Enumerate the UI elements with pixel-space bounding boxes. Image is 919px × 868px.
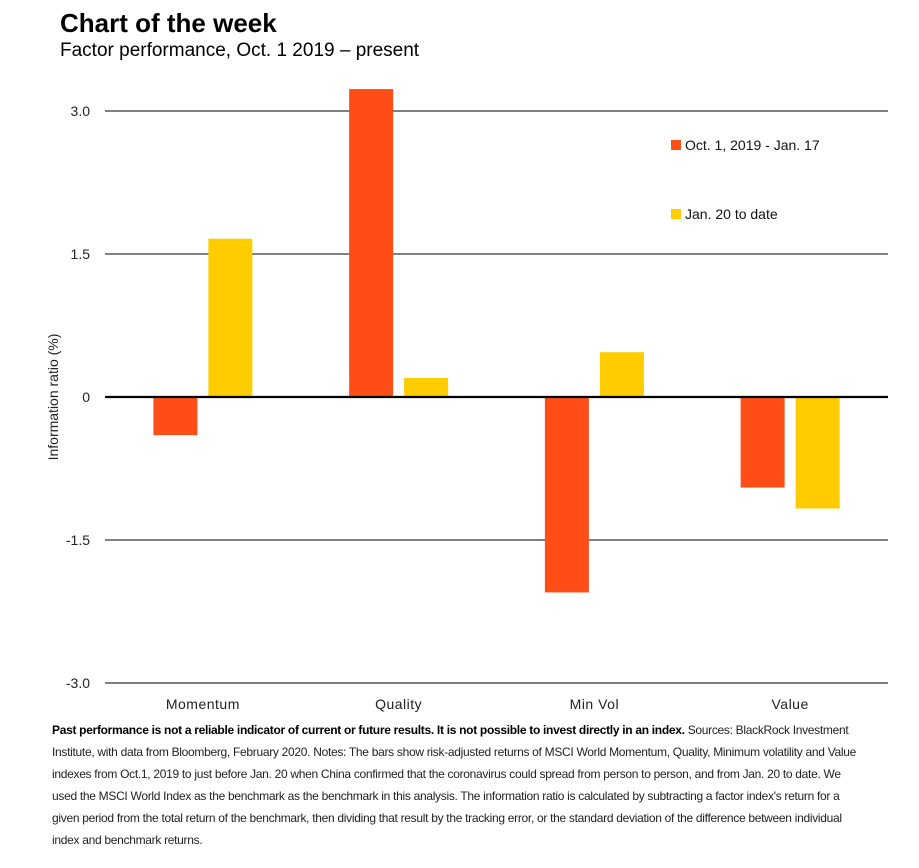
footnote-body: Sources: BlackRock Investment Institute,…: [52, 723, 856, 847]
legend-label: Jan. 20 to date: [685, 206, 778, 222]
bar-chart: 3.0 1.5 0 -1.5 -3.0 Information ratio (%) Mome…: [45, 89, 888, 712]
x-tick-label: Value: [771, 696, 808, 712]
x-tick-label: Min Vol: [570, 696, 619, 712]
axes: 3.0 1.5 0 -1.5 -3.0 Information ratio (%) Mome…: [45, 103, 888, 712]
bar: [153, 397, 198, 436]
legend: Oct. 1, 2019 - Jan. 17 Jan. 20 to date: [671, 137, 820, 222]
bar: [599, 352, 644, 397]
bar: [208, 238, 253, 397]
footnote: Past performance is not a reliable indic…: [52, 719, 868, 851]
chart-title: Chart of the week: [60, 8, 277, 38]
y-axis-label: Information ratio (%): [45, 334, 61, 461]
y-tick-label: -1.5: [66, 532, 90, 548]
legend-label: Oct. 1, 2019 - Jan. 17: [685, 137, 820, 153]
y-tick-label: 0: [82, 389, 90, 405]
y-tick-label: 3.0: [71, 103, 91, 119]
bar: [795, 397, 840, 509]
x-tick-label: Quality: [375, 696, 422, 712]
bars: [153, 89, 840, 593]
x-tick-label: Momentum: [166, 696, 240, 712]
legend-swatch: [671, 140, 681, 150]
chart-subtitle: Factor performance, Oct. 1 2019 – presen…: [60, 40, 420, 61]
bar: [740, 397, 785, 488]
y-tick-label: 1.5: [71, 246, 91, 262]
footnote-disclaimer: Past performance is not a reliable indic…: [52, 723, 685, 737]
bar: [544, 397, 589, 593]
bar: [349, 89, 394, 397]
bar: [404, 377, 449, 397]
y-tick-label: -3.0: [66, 675, 90, 691]
legend-swatch: [671, 209, 681, 219]
